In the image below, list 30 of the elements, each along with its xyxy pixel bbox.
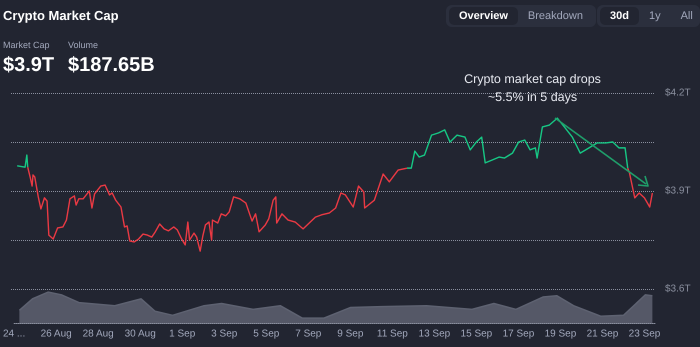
x-tick-label: 26 Aug	[40, 328, 72, 340]
y-tick-label: $4.2T	[665, 88, 691, 98]
x-tick-label: 24 ...	[2, 328, 26, 340]
y-tick-label: $3.9T	[665, 186, 691, 196]
chart-title: Crypto Market Cap	[3, 8, 119, 23]
text: $187.65B	[68, 54, 155, 77]
text: $3.9T	[3, 54, 54, 77]
x-tick-label: 7 Sep	[295, 328, 322, 340]
x-tick-label: 30 Aug	[124, 328, 156, 340]
x-tick-label: 13 Sep	[418, 328, 451, 340]
x-tick-label: 28 Aug	[82, 328, 114, 340]
text: All	[670, 7, 700, 25]
x-tick-label: 3 Sep	[211, 328, 238, 340]
x-tick-label: 17 Sep	[502, 328, 535, 340]
text: Market Cap	[3, 40, 50, 50]
annotation: Crypto market cap drops ~5.5% in 5 days	[463, 71, 602, 106]
text: 30d	[600, 7, 639, 25]
text: 1y	[638, 7, 671, 25]
x-tick-label: 9 Sep	[337, 328, 364, 340]
x-tick-label: 23 Sep	[628, 328, 661, 340]
x-tick-label: 21 Sep	[586, 328, 619, 340]
x-tick-label: 15 Sep	[460, 328, 493, 340]
text: Overview	[449, 7, 518, 25]
x-tick-label: 5 Sep	[253, 328, 280, 340]
x-tick-label: 11 Sep	[376, 328, 408, 340]
x-tick-label: 19 Sep	[544, 328, 577, 340]
text: Volume	[68, 40, 98, 50]
text: Breakdown	[518, 7, 593, 25]
y-tick-label: $3.6T	[665, 284, 691, 294]
x-tick-label: 1 Sep	[169, 328, 196, 340]
